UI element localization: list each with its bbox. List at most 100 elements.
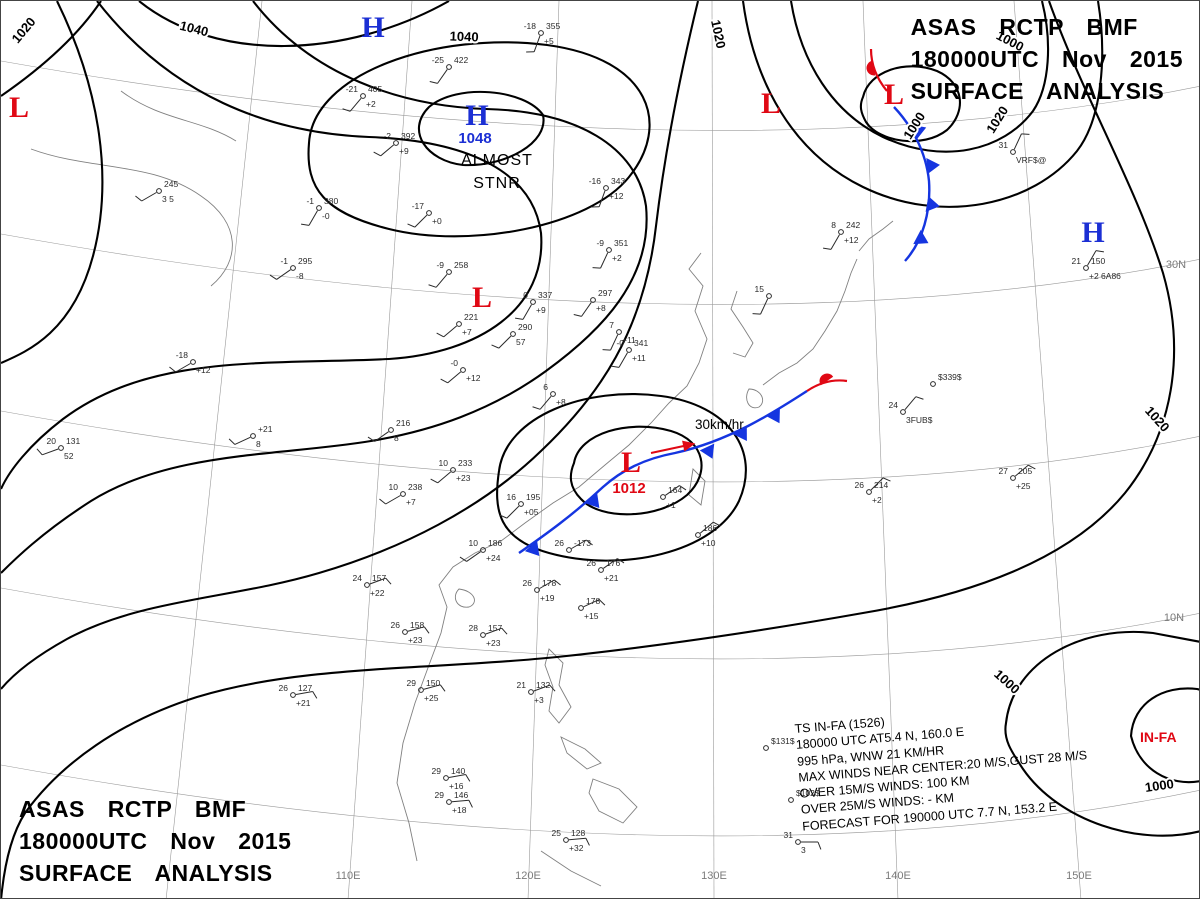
station-plot: -21 405 +2 (342, 84, 382, 112)
isobar (417, 90, 545, 167)
station-circle (930, 381, 936, 387)
station-circle (480, 632, 486, 638)
isobar (1, 1, 648, 574)
station-temp: 7 (609, 320, 614, 330)
station-circle (290, 692, 296, 698)
wind-barb-tick (679, 485, 687, 491)
isobar-value-label: 1000 (900, 109, 928, 141)
wind-barb (175, 363, 191, 373)
station-tendency: +9 (536, 305, 546, 315)
station-plot: 245 3 5 (135, 179, 178, 204)
station-temp: 29 (432, 766, 442, 776)
wind-barb-tick (499, 514, 508, 519)
station-tendency: +5 (544, 36, 554, 46)
station-pressure: 186 (488, 538, 502, 548)
wind-barb-tick (491, 344, 500, 349)
station-plot: 15 (752, 284, 772, 315)
station-circle (480, 547, 486, 553)
station-pressure: 205 (1018, 466, 1032, 476)
cold-front-triangle-icon (925, 196, 940, 212)
cold-front-triangle-icon (584, 492, 600, 508)
wind-barb-tick (549, 684, 556, 692)
coastline (544, 648, 572, 724)
station-temp: 26 (391, 620, 401, 630)
station-tendency: +05 (524, 507, 539, 517)
station-plot: -9 351 +2 (592, 238, 628, 269)
storm-info-block: TS IN-FA (1526) 180000 UTC AT5.4 N, 160.… (794, 698, 1091, 834)
low-pressure-symbol: L (621, 446, 641, 479)
station-plot: 164 +1 (660, 485, 687, 510)
wind-barb-tick (459, 556, 467, 562)
wind-barb-tick (817, 841, 822, 850)
wind-barb (451, 799, 469, 803)
station-tendency: +2 (366, 99, 376, 109)
station-temp: -18 (176, 350, 189, 360)
station-circle (316, 205, 322, 211)
station-circle (388, 427, 394, 433)
isobar (1004, 630, 1199, 837)
chart-type-label: SURFACE ANALYSIS (910, 78, 1165, 105)
station-circle (616, 329, 622, 335)
wind-barb-tick (379, 498, 386, 505)
station-tendency: 52 (64, 451, 74, 461)
wind-barb (610, 334, 619, 351)
wind-barb-tick (367, 436, 375, 442)
station-circle (660, 494, 666, 500)
station-circle (446, 64, 452, 70)
high-movement-note-line: STNR (473, 175, 521, 193)
wind-barb (699, 521, 714, 534)
station-temp: -0 (450, 358, 458, 368)
station-pressure: 216 (396, 418, 410, 428)
station-plot: -9 258 (428, 260, 468, 288)
wind-barb (374, 431, 389, 442)
station-circle (900, 409, 906, 415)
wind-barb (308, 210, 318, 226)
chart-id-label: ASAS RCTP BMF (910, 14, 1138, 40)
title-block-top-right: ASAS RCTP BMF 180000UTC Nov 2015 SURFACE… (911, 11, 1183, 108)
station-pressure: 238 (408, 482, 422, 492)
station-temp: 10 (389, 482, 399, 492)
station-tendency: +10 (701, 538, 716, 548)
isobar (789, 1, 1050, 153)
station-pressure: 157 (372, 573, 386, 583)
coastline (455, 588, 475, 608)
wind-barb-tick (169, 366, 176, 373)
station-temp: -9 (596, 238, 604, 248)
station-circle (528, 689, 534, 695)
station-plot: 29 140 +16 (432, 766, 471, 791)
station-circle (598, 567, 604, 573)
graticule-line (1013, 1, 1082, 898)
station-plot: 31 VRF$@ (999, 133, 1046, 165)
station-plot: 24 3FUB$ (889, 396, 933, 425)
station-tendency: 3 5 (162, 194, 174, 204)
high-pressure-value: 1048 (458, 130, 491, 147)
station-tendency: +23 (408, 635, 423, 645)
station-tendency: +25 (424, 693, 439, 703)
wind-barb-tick (1095, 250, 1104, 253)
wind-barb-tick (532, 406, 541, 410)
station-plot: 178 +15 (578, 596, 606, 621)
graticule-line (1, 764, 1199, 837)
station-circle (866, 489, 872, 495)
station-pressure: 355 (546, 21, 560, 31)
station-circle (590, 297, 596, 303)
station-tendency: +18 (452, 805, 467, 815)
wind-barb (904, 396, 917, 411)
station-pressure: 164 (668, 485, 682, 495)
isobar (859, 65, 961, 143)
station-pressure: 157 (488, 623, 502, 633)
station-tendency: +12 (196, 365, 211, 375)
station-plot: -2 392 +9 (373, 131, 415, 157)
station-temp: 10 (469, 538, 479, 548)
wind-barb (234, 436, 251, 445)
station-temp: 26 (279, 683, 289, 693)
latitude-label: 30N (1166, 259, 1186, 271)
station-pressure: 422 (454, 55, 468, 65)
station-plot: 31 3 (784, 830, 822, 855)
station-pressure: +21 (258, 424, 273, 434)
station-temp: 0 (523, 290, 528, 300)
station-circle (402, 629, 408, 635)
station-circle (156, 188, 162, 194)
wind-barb (760, 298, 769, 315)
low-pressure-symbol: L (884, 78, 904, 111)
